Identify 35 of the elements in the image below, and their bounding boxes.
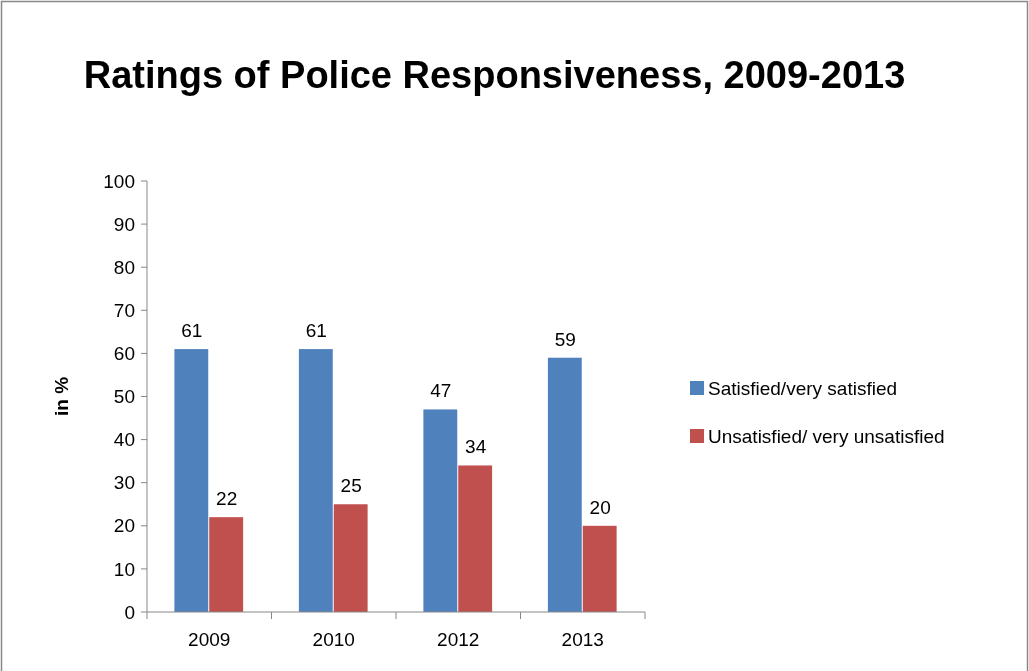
y-tick-label: 10 bbox=[113, 558, 135, 580]
legend-label: Satisfied/very satisfied bbox=[708, 377, 898, 399]
y-tick-label: 40 bbox=[113, 429, 135, 451]
y-tick-label: 80 bbox=[113, 256, 135, 278]
data-label: 59 bbox=[554, 328, 576, 350]
x-tick-label: 2009 bbox=[188, 629, 231, 650]
bar bbox=[458, 465, 493, 612]
y-tick-label: 90 bbox=[113, 213, 135, 235]
x-tick-label: 2012 bbox=[437, 629, 480, 650]
y-tick-label: 60 bbox=[113, 343, 135, 365]
bar bbox=[333, 504, 368, 612]
data-label: 20 bbox=[589, 496, 611, 518]
bar bbox=[298, 349, 333, 612]
legend-label: Unsatisfied/ very unsatisfied bbox=[708, 425, 945, 447]
data-label: 22 bbox=[216, 488, 238, 510]
bar bbox=[582, 525, 617, 612]
y-tick-label: 100 bbox=[103, 170, 135, 192]
y-tick-label: 70 bbox=[113, 299, 135, 321]
data-label: 25 bbox=[340, 475, 362, 497]
data-label: 61 bbox=[305, 320, 327, 342]
y-tick-label: 0 bbox=[124, 601, 135, 623]
data-label: 34 bbox=[465, 436, 487, 458]
bar bbox=[209, 517, 244, 612]
y-axis-title: in % bbox=[51, 376, 72, 417]
y-tick-label: 30 bbox=[113, 472, 135, 494]
x-tick-label: 2010 bbox=[312, 629, 355, 650]
bar bbox=[174, 349, 209, 612]
y-tick-label: 20 bbox=[113, 515, 135, 537]
data-label: 61 bbox=[181, 320, 203, 342]
y-tick-label: 50 bbox=[113, 386, 135, 408]
data-label: 47 bbox=[430, 380, 452, 402]
x-tick-label: 2013 bbox=[561, 629, 604, 650]
chart-title: Ratings of Police Responsiveness, 2009-2013 bbox=[83, 54, 906, 96]
bar bbox=[547, 357, 582, 612]
bar bbox=[423, 409, 458, 612]
